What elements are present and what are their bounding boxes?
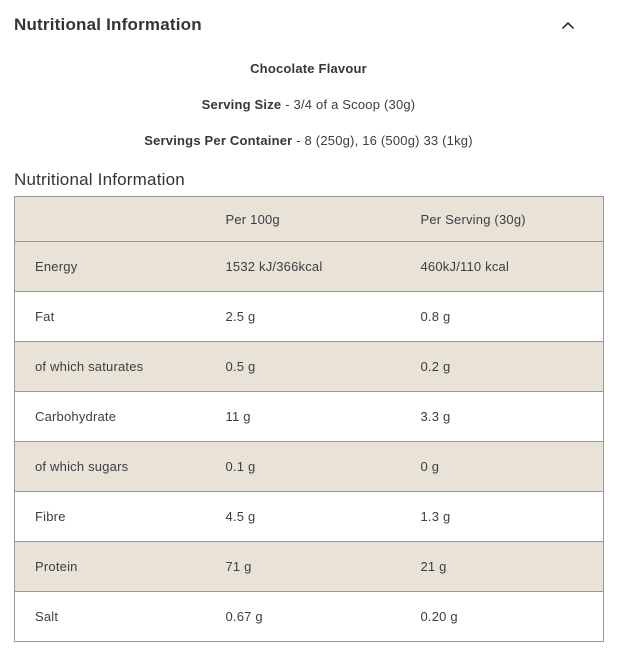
table-section-title: Nutritional Information — [14, 170, 185, 189]
nutrient-cell: Fibre — [14, 491, 226, 542]
table-row: Energy 1532 kJ/366kcal 460kJ/110 kcal — [14, 241, 604, 292]
per-100g-cell: 11 g — [225, 391, 421, 442]
per-serving-cell: 0.20 g — [420, 591, 604, 642]
table-header-row: Per 100g Per Serving (30g) — [14, 196, 604, 242]
per-100g-cell: 0.67 g — [225, 591, 421, 642]
per-100g-cell: 1532 kJ/366kcal — [225, 241, 421, 292]
per-100g-cell: 4.5 g — [225, 491, 421, 542]
servings-per-container-label: Servings Per Container — [144, 133, 293, 148]
flavour-text: Chocolate Flavour — [250, 61, 367, 76]
per-serving-cell: 0.8 g — [420, 291, 604, 342]
table-row: Fat 2.5 g 0.8 g — [14, 291, 604, 342]
header-nutrient-column — [15, 197, 226, 242]
flavour-line: Chocolate Flavour — [14, 62, 603, 76]
per-serving-cell: 0.2 g — [420, 341, 604, 392]
per-100g-cell: 2.5 g — [225, 291, 421, 342]
table-row: Carbohydrate 11 g 3.3 g — [14, 391, 604, 442]
nutrient-cell: Energy — [14, 241, 226, 292]
nutrient-cell: of which saturates — [14, 341, 226, 392]
header-per-serving: Per Serving (30g) — [420, 211, 526, 227]
nutrient-cell: Fat — [14, 291, 226, 342]
per-serving-cell: 0 g — [420, 441, 604, 492]
header-per-100g: Per 100g — [225, 211, 280, 227]
per-serving-cell: 460kJ/110 kcal — [420, 241, 604, 292]
accordion-header-nutritional-information[interactable]: Nutritional Information — [14, 0, 603, 35]
servings-per-container-line: Servings Per Container - 8 (250g), 16 (5… — [14, 134, 603, 148]
chevron-up-icon[interactable] — [561, 20, 575, 30]
table-row: Fibre 4.5 g 1.3 g — [14, 491, 604, 542]
serving-size-value: - 3/4 of a Scoop (30g) — [281, 97, 416, 112]
nutrition-table-body: Energy 1532 kJ/366kcal 460kJ/110 kcal Fat 2.… — [14, 241, 604, 642]
nutrition-table: Per 100g Per Serving (30g) Energy 1532 kJ… — [14, 196, 604, 642]
per-100g-cell: 0.1 g — [225, 441, 421, 492]
per-100g-cell: 71 g — [225, 541, 421, 592]
per-serving-cell: 3.3 g — [420, 391, 604, 442]
serving-size-label: Serving Size — [201, 97, 282, 112]
per-100g-cell: 0.5 g — [225, 341, 421, 392]
per-serving-cell: 21 g — [420, 541, 604, 592]
table-row: Protein 71 g 21 g — [14, 541, 604, 592]
table-row: of which saturates 0.5 g 0.2 g — [14, 341, 604, 392]
per-serving-cell: 1.3 g — [420, 491, 604, 542]
nutrient-cell: Carbohydrate — [14, 391, 226, 442]
nutrient-cell: Protein — [14, 541, 226, 592]
serving-size-line: Serving Size - 3/4 of a Scoop (30g) — [14, 98, 603, 112]
table-row: Salt 0.67 g 0.20 g — [14, 591, 604, 642]
nutrient-cell: Salt — [14, 591, 226, 642]
serving-info: Chocolate Flavour Serving Size - 3/4 of … — [14, 62, 603, 148]
servings-per-container-value: - 8 (250g), 16 (500g) 33 (1kg) — [292, 133, 473, 148]
accordion-title: Nutritional Information — [14, 15, 202, 34]
nutrient-cell: of which sugars — [14, 441, 226, 492]
